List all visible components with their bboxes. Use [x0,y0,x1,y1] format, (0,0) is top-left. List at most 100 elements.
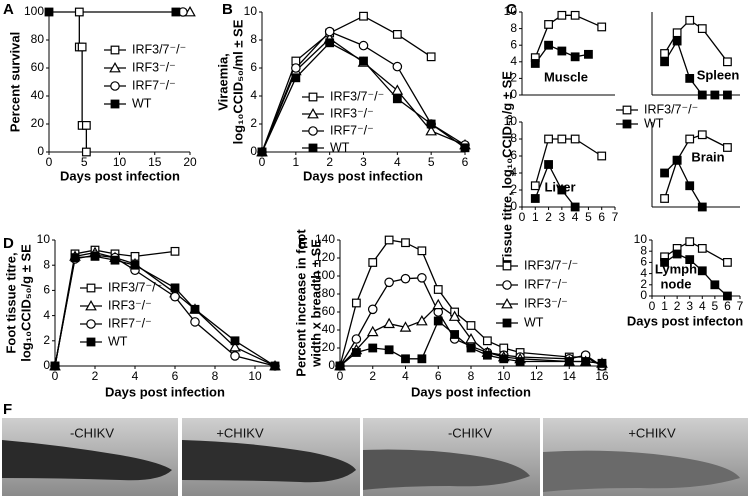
marker [358,40,369,51]
y-tick-label: 8 [250,32,257,46]
x-tick-label: 6 [598,210,605,224]
legend-label: IRF3/7⁻/⁻ [330,89,384,103]
y-tick-label: 4 [250,88,257,102]
marker [557,10,567,20]
marker [170,246,180,256]
marker [557,134,567,144]
marker [499,354,509,364]
x-tick-label: 0 [519,210,526,224]
marker [530,194,540,203]
legend-label: WT [108,334,128,348]
marker [723,90,732,100]
marker [466,321,476,330]
panel-title: Lymph [655,261,697,276]
marker [291,63,301,73]
legend-label: IRF7⁻/⁻ [330,123,374,137]
y-tick-label: 10 [37,232,51,246]
marker [502,261,512,271]
marker [44,7,54,17]
legend-label: IRF3⁻/⁻ [330,106,374,120]
x-tick-label: 4 [402,369,409,383]
y-tick-label: 8 [640,243,647,257]
paw [182,440,356,483]
marker [110,81,120,91]
y-tick-label: 2 [510,182,517,196]
x-tick-label: 14 [563,369,577,383]
legend-label: IRF3/7⁻/⁻ [644,102,698,116]
y-axis-label: Foot tissue titre, [3,252,18,353]
x-axis-label: Days post infection [411,384,531,399]
legend-label: WT [644,116,664,130]
y-axis-label: Percent increase in foot [293,229,308,377]
x-tick-label: 5 [81,155,88,169]
x-tick-label: 5 [585,210,592,224]
panel-title: node [660,276,691,291]
marker [257,147,267,157]
marker [426,52,436,62]
marker [557,46,567,56]
y-tick-label: 6 [510,148,517,162]
panel-letter: B [222,1,233,18]
marker [384,235,394,245]
y-tick-label: 0 [328,358,335,372]
panel-title: Spleen [697,67,740,82]
marker [697,90,707,100]
marker [544,134,553,144]
legend-label: IRF3/7⁻/⁻ [108,280,162,294]
y-tick-label: 140 [315,232,335,246]
x-tick-label: 1 [661,299,668,313]
legend-label: IRF3⁻/⁻ [108,298,152,312]
marker [660,258,669,267]
y-tick-label: 10 [504,4,518,18]
y-tick-label: 0 [43,358,50,372]
marker [450,330,460,339]
marker [392,94,402,104]
legend-label: WT [132,96,152,110]
marker [685,237,695,247]
marker [697,266,707,276]
x-tick-label: 5 [428,155,435,169]
marker [351,334,362,344]
marker [367,304,378,315]
x-tick-label: 16 [595,369,609,383]
marker [685,181,695,191]
marker [570,10,580,20]
y-tick-label: 0 [37,144,44,158]
x-tick-label: 0 [52,369,59,383]
marker [230,351,240,361]
marker [110,99,120,109]
marker [130,260,140,270]
y-tick-label: 10 [244,4,258,18]
y-tick-label: 0 [510,87,517,101]
y-tick-label: 4 [510,165,517,179]
y-tick-label: 0 [640,288,647,302]
marker [482,350,492,360]
marker [697,202,707,212]
x-tick-label: 8 [468,369,475,383]
marker [660,168,669,178]
photo-row [2,418,748,496]
y-tick-label: 100 [24,4,44,18]
x-tick-label: 6 [435,369,442,383]
marker [325,38,335,48]
x-tick-label: 4 [699,299,706,313]
y-tick-label: 0 [250,144,257,158]
marker [392,30,402,39]
y-tick-label: 20 [31,116,45,130]
legend-label: IRF3⁻/⁻ [132,60,176,74]
marker [672,249,682,259]
marker [597,22,607,32]
marker [110,45,120,55]
marker [502,318,512,328]
marker [417,272,427,283]
y-axis-label: width x breadth ± SE [308,239,323,368]
panel-title: Liver [544,179,575,194]
series-line [54,254,276,367]
panel-title: Brain [691,149,724,164]
marker [544,20,553,29]
x-tick-label: 2 [326,155,333,169]
x-tick-label: 7 [612,210,619,224]
y-axis-label: log₁₀CCID₅₀/ml ± SE [230,19,245,144]
x-tick-label: 12 [530,369,544,383]
marker [417,246,427,256]
